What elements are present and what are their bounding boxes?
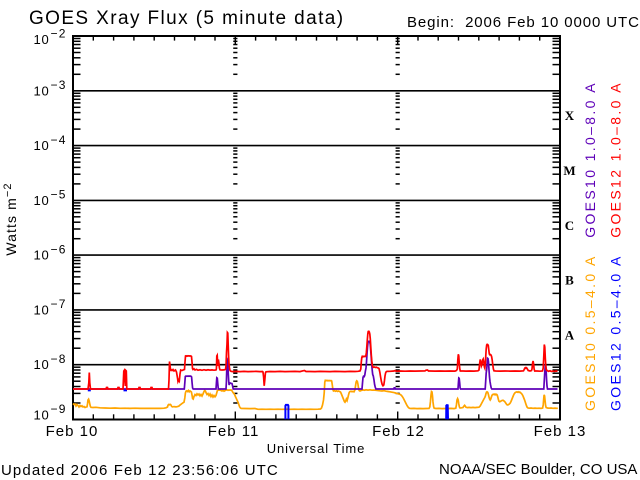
svg-text:−8: −8: [51, 352, 67, 366]
svg-text:10: 10: [33, 302, 49, 317]
svg-text:Feb 13: Feb 13: [534, 423, 587, 440]
svg-text:10: 10: [33, 193, 49, 208]
svg-text:−4: −4: [51, 133, 67, 147]
svg-text:C: C: [565, 218, 574, 233]
svg-text:GOES Xray Flux (5 minute data): GOES Xray Flux (5 minute data): [29, 8, 345, 29]
svg-text:10: 10: [33, 138, 49, 153]
svg-text:GOES12 0.5–4.0 A: GOES12 0.5–4.0 A: [608, 254, 624, 411]
svg-text:A: A: [565, 328, 575, 343]
svg-text:−7: −7: [51, 297, 67, 311]
svg-text:−5: −5: [51, 188, 67, 202]
svg-text:M: M: [563, 163, 575, 178]
svg-text:Updated 2006 Feb 12 23:56:06 U: Updated 2006 Feb 12 23:56:06 UTC: [1, 462, 279, 479]
svg-text:X: X: [565, 108, 575, 123]
svg-text:GOES10 0.5–4.0 A: GOES10 0.5–4.0 A: [582, 254, 598, 411]
svg-text:Feb 12: Feb 12: [372, 423, 425, 440]
svg-text:Watts m−2: Watts m−2: [2, 182, 19, 255]
svg-text:10: 10: [33, 32, 49, 47]
svg-text:Feb 10: Feb 10: [46, 423, 99, 440]
svg-text:10: 10: [33, 248, 49, 263]
svg-text:Universal Time: Universal Time: [267, 441, 366, 456]
svg-text:10: 10: [33, 83, 49, 98]
svg-text:GOES10 1.0–8.0 A: GOES10 1.0–8.0 A: [582, 81, 598, 238]
svg-text:B: B: [565, 273, 574, 288]
svg-text:GOES12 1.0–8.0 A: GOES12 1.0–8.0 A: [608, 81, 624, 238]
svg-text:−2: −2: [51, 27, 67, 41]
svg-text:Begin: 2006 Feb 10 0000 UTC: Begin: 2006 Feb 10 0000 UTC: [407, 14, 640, 31]
svg-text:Feb 11: Feb 11: [208, 423, 260, 440]
svg-text:−3: −3: [51, 78, 67, 92]
svg-text:−9: −9: [51, 402, 67, 416]
svg-text:10: 10: [33, 357, 49, 372]
svg-text:−6: −6: [51, 242, 67, 256]
svg-text:10: 10: [33, 408, 49, 423]
svg-text:NOAA/SEC Boulder, CO USA: NOAA/SEC Boulder, CO USA: [439, 461, 637, 478]
